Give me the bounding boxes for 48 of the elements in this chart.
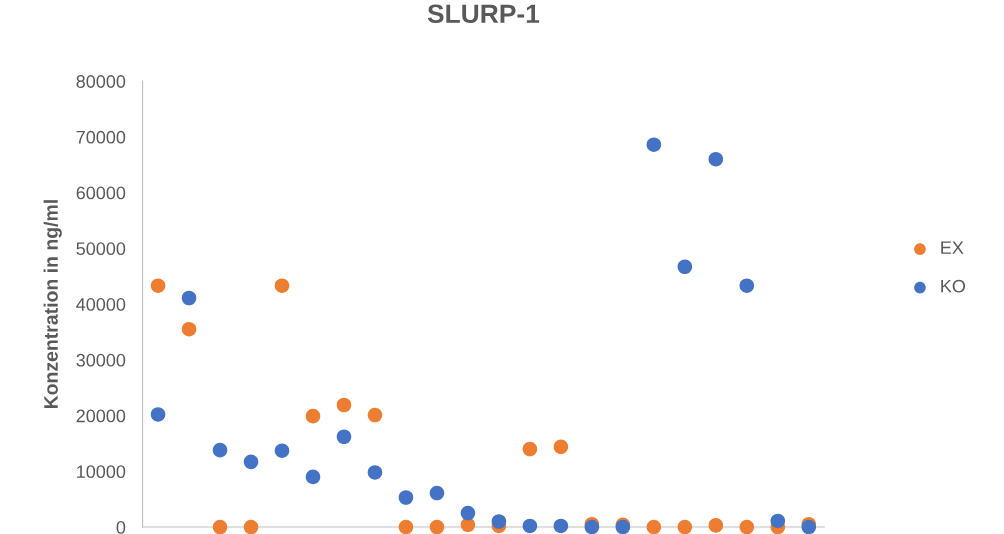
point — [305, 469, 321, 485]
point — [553, 439, 569, 455]
point — [708, 151, 724, 167]
point — [243, 519, 259, 534]
point — [460, 505, 476, 521]
point — [739, 278, 755, 293]
point — [336, 429, 352, 445]
y-tick-label: 60000 — [76, 186, 126, 200]
point — [150, 278, 166, 293]
point — [181, 321, 197, 337]
legend-label: KO — [941, 279, 966, 293]
point — [367, 407, 383, 423]
point — [274, 443, 290, 458]
point — [243, 454, 259, 470]
point — [305, 408, 321, 424]
point — [491, 514, 507, 529]
point — [646, 519, 662, 534]
y-tick-label: 0 — [116, 520, 126, 534]
point — [429, 519, 445, 534]
point — [553, 518, 569, 534]
y-tick-label: 50000 — [76, 242, 126, 256]
legend-label: EX — [941, 241, 964, 254]
y-tick-label: 20000 — [76, 409, 126, 423]
point — [522, 518, 538, 534]
y-tick-label: 10000 — [77, 465, 126, 479]
y-tick-label: 30000 — [76, 353, 126, 367]
point — [398, 519, 414, 534]
y-axis-title: Konzentration in ng/ml — [43, 200, 62, 409]
y-tick-label: 70000 — [76, 130, 126, 144]
point — [367, 465, 383, 480]
point — [739, 519, 755, 534]
point — [646, 137, 662, 152]
point — [181, 290, 197, 306]
point — [708, 518, 724, 533]
point — [274, 278, 290, 293]
y-tick-label: 40000 — [76, 298, 126, 311]
point — [212, 442, 228, 458]
point — [150, 407, 166, 422]
y-tick-label: 80000 — [76, 75, 126, 88]
point — [398, 490, 414, 505]
point — [212, 519, 228, 534]
point — [770, 513, 786, 529]
chart-title: SLURP-1 — [427, 4, 540, 24]
point — [429, 485, 445, 501]
point — [677, 259, 693, 275]
point — [336, 397, 352, 413]
point — [522, 441, 538, 457]
point — [677, 519, 693, 534]
